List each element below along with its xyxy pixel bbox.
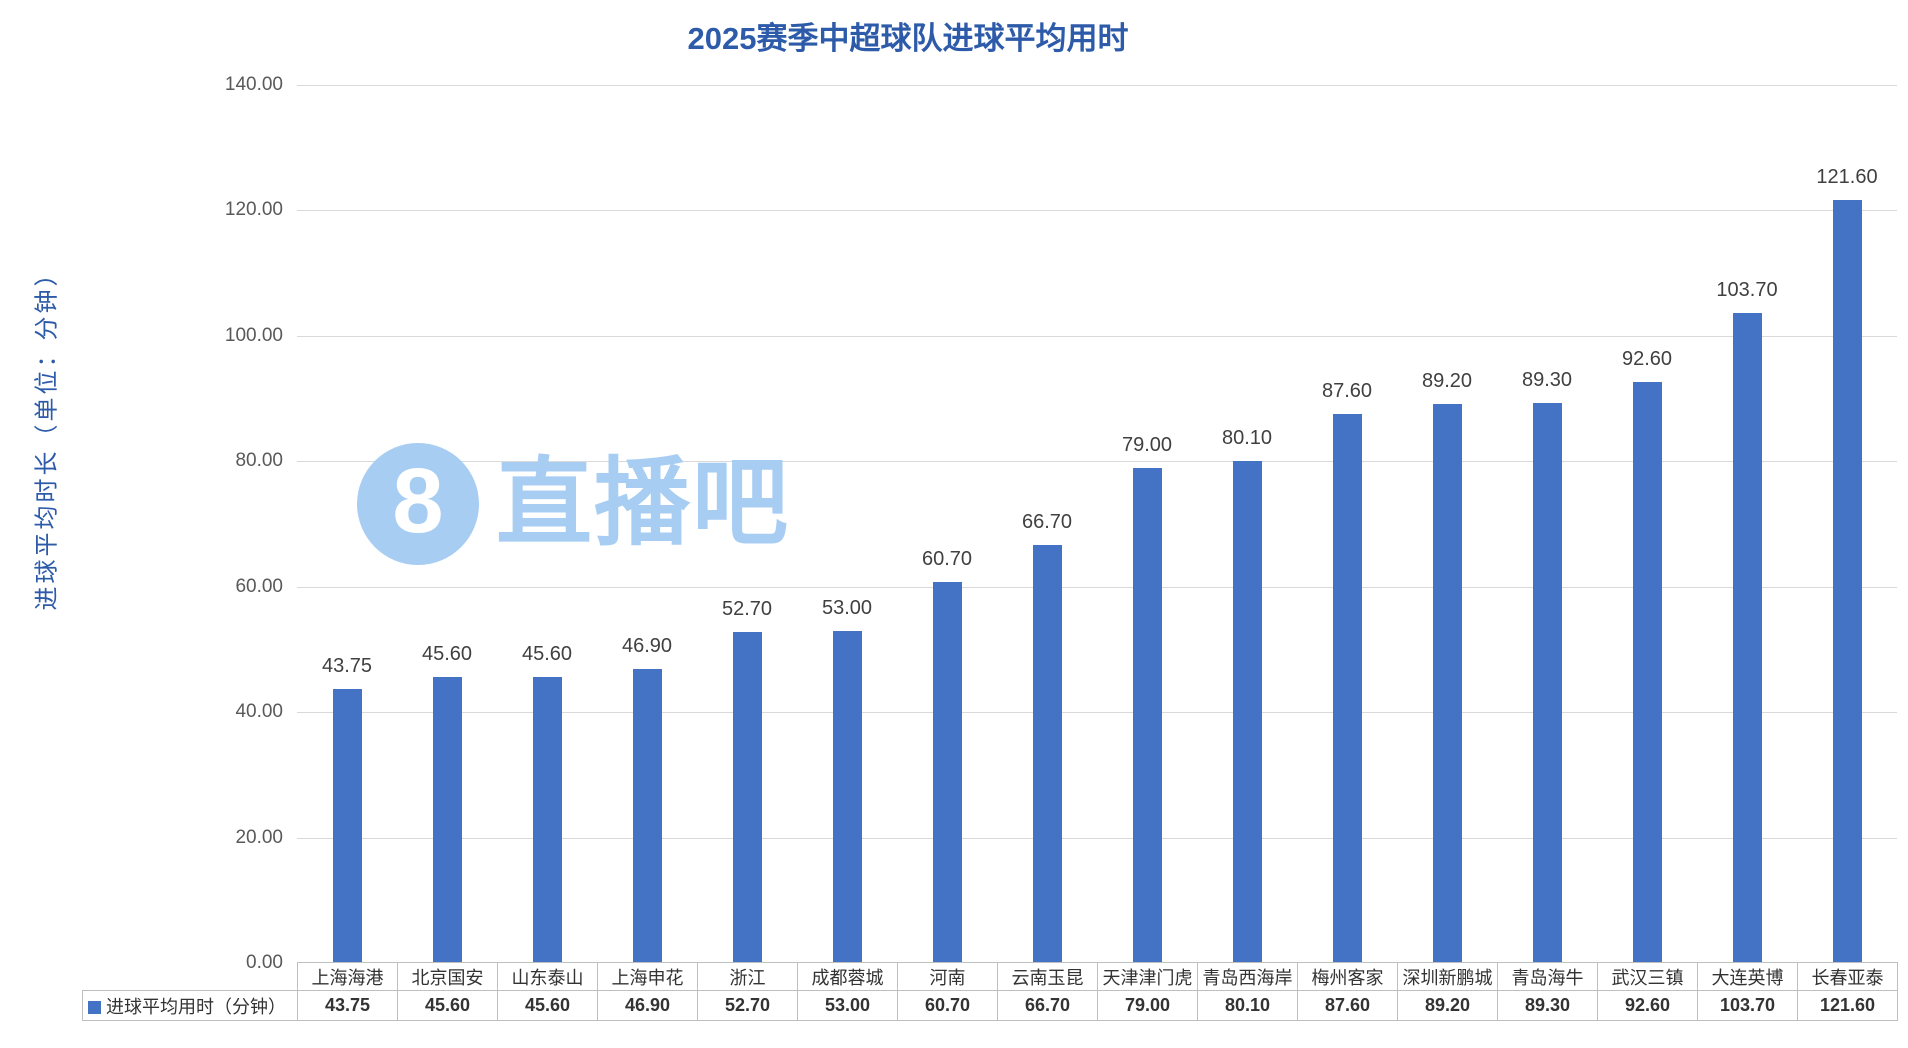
- table-value-cell: 79.00: [1097, 990, 1198, 1021]
- bar-data-label: 46.90: [621, 635, 673, 657]
- bar-data-label: 53.00: [821, 597, 873, 619]
- bar-梅州客家: [1333, 414, 1362, 963]
- bar-天津津门虎: [1133, 468, 1162, 963]
- legend-label: 进球平均用时（分钟）: [106, 996, 286, 1017]
- bar-data-label: 66.70: [1021, 511, 1073, 533]
- bar-成都蓉城: [833, 631, 862, 963]
- bar-青岛海牛: [1533, 403, 1562, 963]
- bar-data-label: 45.60: [421, 643, 473, 665]
- bar-data-label: 45.60: [521, 643, 573, 665]
- table-value-cell: 46.90: [597, 990, 698, 1021]
- table-value-cell: 66.70: [997, 990, 1098, 1021]
- table-team-header: 长春亚泰: [1797, 962, 1898, 991]
- gridline: [297, 210, 1897, 211]
- bar-data-label: 79.00: [1121, 434, 1173, 456]
- table-team-header: 上海海港: [297, 962, 398, 991]
- gridline: [297, 85, 1897, 86]
- y-axis-tick-label: 0.00: [246, 952, 283, 973]
- bar-上海海港: [333, 689, 362, 963]
- table-value-cell: 53.00: [797, 990, 898, 1021]
- legend-cell: 进球平均用时（分钟）: [82, 990, 298, 1021]
- bar-data-label: 89.20: [1421, 370, 1473, 392]
- table-value-cell: 52.70: [697, 990, 798, 1021]
- table-value-cell: 89.30: [1497, 990, 1598, 1021]
- y-axis-tick-label: 20.00: [235, 827, 283, 848]
- bar-武汉三镇: [1633, 382, 1662, 963]
- table-value-cell: 43.75: [297, 990, 398, 1021]
- table-value-cell: 121.60: [1797, 990, 1898, 1021]
- bar-data-label: 121.60: [1816, 166, 1878, 188]
- y-axis-tick-label: 80.00: [235, 450, 283, 471]
- gridline: [297, 838, 1897, 839]
- gridline: [297, 587, 1897, 588]
- bar-data-label: 103.70: [1716, 279, 1778, 301]
- table-value-cell: 103.70: [1697, 990, 1798, 1021]
- bar-深圳新鹏城: [1433, 404, 1462, 963]
- bar-data-label: 89.30: [1521, 369, 1573, 391]
- table-team-header: 上海申花: [597, 962, 698, 991]
- table-team-header: 天津津门虎: [1097, 962, 1198, 991]
- table-value-cell: 87.60: [1297, 990, 1398, 1021]
- watermark-logo: 8 直播吧: [357, 443, 790, 565]
- y-axis-tick-label: 40.00: [235, 701, 283, 722]
- table-team-header: 青岛海牛: [1497, 962, 1598, 991]
- gridline: [297, 336, 1897, 337]
- bar-data-label: 80.10: [1221, 427, 1273, 449]
- table-team-header: 深圳新鹏城: [1397, 962, 1498, 991]
- table-team-header: 北京国安: [397, 962, 498, 991]
- y-axis-tick-label: 100.00: [224, 325, 283, 346]
- bar-data-label: 92.60: [1621, 348, 1673, 370]
- bar-data-label: 52.70: [721, 598, 773, 620]
- table-team-header: 成都蓉城: [797, 962, 898, 991]
- bar-data-label: 60.70: [921, 548, 973, 570]
- y-axis-tick-label: 60.00: [235, 576, 283, 597]
- table-team-header: 浙江: [697, 962, 798, 991]
- table-value-cell: 45.60: [497, 990, 598, 1021]
- table-team-header: 河南: [897, 962, 998, 991]
- bar-data-label: 43.75: [321, 655, 373, 677]
- table-team-header: 梅州客家: [1297, 962, 1398, 991]
- table-value-cell: 89.20: [1397, 990, 1498, 1021]
- y-axis-title: 进球平均时长（单位：分钟）: [34, 259, 61, 611]
- chart-title: 2025赛季中超球队进球平均用时: [687, 21, 1129, 56]
- bar-大连英博: [1733, 313, 1762, 963]
- y-axis-tick-label: 120.00: [224, 199, 283, 220]
- watermark-8-icon: 8: [357, 443, 479, 565]
- table-corner-empty: [83, 963, 298, 991]
- bar-青岛西海岸: [1233, 461, 1262, 963]
- watermark-8-number: 8: [392, 450, 444, 552]
- table-value-cell: 45.60: [397, 990, 498, 1021]
- bar-长春亚泰: [1833, 200, 1862, 963]
- bar-data-label: 87.60: [1321, 380, 1373, 402]
- table-team-header: 大连英博: [1697, 962, 1798, 991]
- table-value-cell: 80.10: [1197, 990, 1298, 1021]
- table-team-header: 青岛西海岸: [1197, 962, 1298, 991]
- legend-color-swatch-icon: [88, 1000, 101, 1014]
- table-team-header: 山东泰山: [497, 962, 598, 991]
- gridline: [297, 461, 1897, 462]
- table-team-header: 武汉三镇: [1597, 962, 1698, 991]
- watermark-text: 直播吧: [496, 450, 790, 557]
- y-axis-tick-label: 140.00: [224, 74, 283, 95]
- bar-浙江: [733, 632, 762, 963]
- bar-山东泰山: [533, 677, 562, 963]
- table-team-header: 云南玉昆: [997, 962, 1098, 991]
- bar-河南: [933, 582, 962, 963]
- bar-上海申花: [633, 669, 662, 963]
- table-value-cell: 60.70: [897, 990, 998, 1021]
- bar-北京国安: [433, 677, 462, 963]
- data-table: 上海海港 北京国安 山东泰山 上海申花 浙江 成都蓉城 河南 云南玉昆 天津津门虎 青岛西海岸 梅州…: [82, 962, 1898, 1021]
- gridline: [297, 712, 1897, 713]
- bar-云南玉昆: [1033, 545, 1062, 963]
- table-value-cell: 92.60: [1597, 990, 1698, 1021]
